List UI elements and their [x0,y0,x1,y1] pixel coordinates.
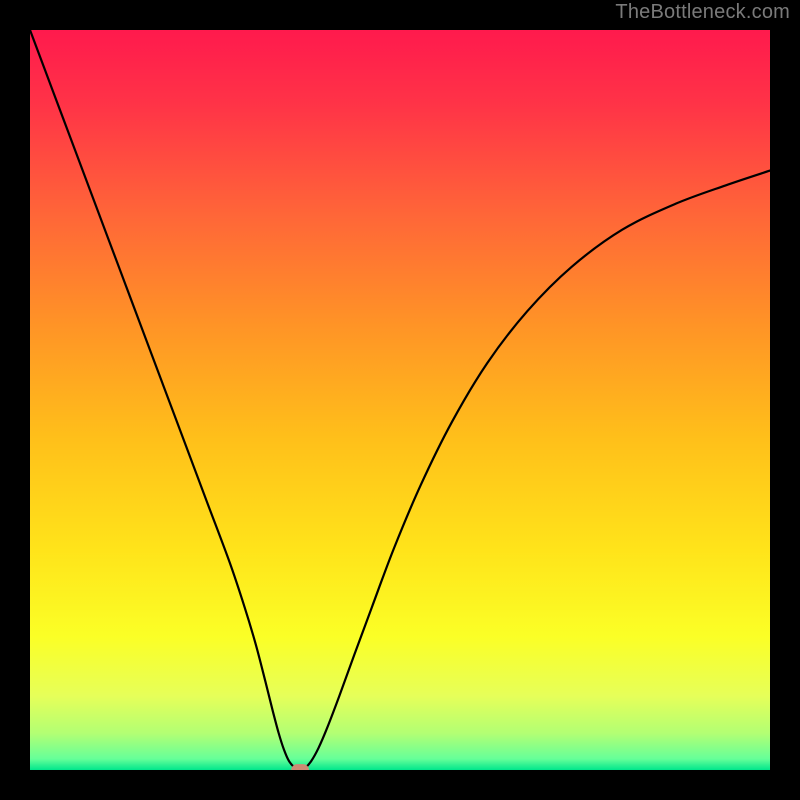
chart-container: TheBottleneck.com [0,0,800,800]
chart-svg [30,30,770,770]
plot-area [30,30,770,770]
watermark-text: TheBottleneck.com [615,1,790,24]
gradient-background [30,30,770,770]
